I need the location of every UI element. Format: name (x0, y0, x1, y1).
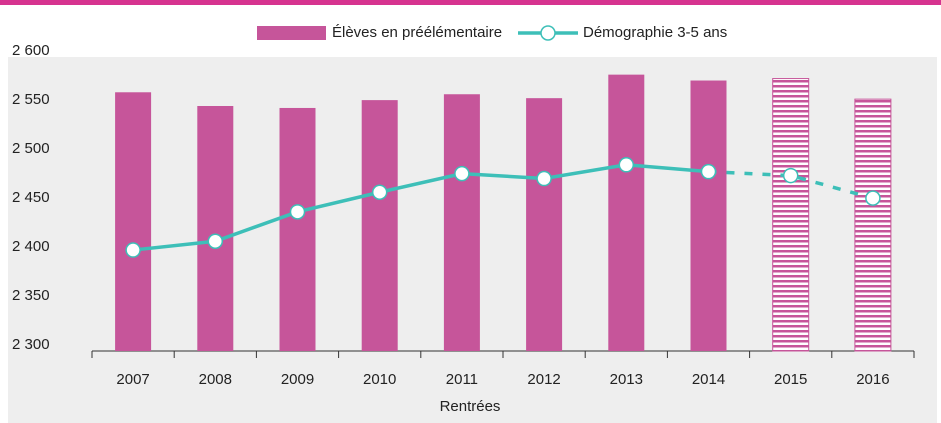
top-rule (0, 0, 941, 5)
legend-swatch (257, 26, 326, 40)
x-tick-label: 2010 (363, 371, 396, 388)
y-tick-label: 2 350 (12, 287, 50, 304)
bar (772, 78, 810, 352)
y-tick-label: 2 600 (12, 42, 50, 59)
point (289, 204, 306, 220)
bar (608, 74, 645, 351)
line (132, 163, 709, 252)
y-tick-label: 2 500 (12, 140, 50, 157)
legend-label: Élèves en préélémentaire (332, 24, 502, 41)
point (207, 233, 224, 249)
y-tick-label: 2 300 (12, 336, 50, 353)
point (371, 184, 388, 200)
x-axis-label: Rentrées (440, 398, 501, 415)
y-tick-label: 2 550 (12, 91, 50, 108)
bar (443, 94, 480, 352)
x-tick-label: 2008 (199, 371, 232, 388)
x-tick-label: 2009 (281, 371, 314, 388)
x-tick-label: 2013 (610, 371, 643, 388)
point (865, 190, 881, 206)
bar (197, 106, 234, 351)
x-tick-label: 2016 (856, 371, 889, 388)
y-tick-label: 2 400 (12, 238, 50, 255)
bar (526, 98, 563, 351)
x-tick-label: 2007 (116, 371, 149, 388)
y-tick-label: 2 450 (12, 189, 50, 206)
legend-swatch (540, 25, 556, 41)
bar (854, 98, 892, 352)
point (536, 170, 552, 187)
point (700, 163, 717, 180)
x-tick-label: 2011 (446, 371, 478, 388)
x-tick-label: 2014 (692, 371, 725, 388)
x-tick-label: 2012 (527, 371, 560, 388)
x-tick-label: 2015 (774, 371, 807, 388)
bar (361, 100, 398, 352)
point (125, 242, 141, 258)
point (782, 167, 799, 184)
point (454, 165, 470, 182)
bar (279, 107, 316, 352)
bar (690, 80, 727, 352)
legend-label: Démographie 3-5 ans (583, 24, 727, 41)
bar (115, 92, 152, 351)
point (618, 157, 635, 173)
